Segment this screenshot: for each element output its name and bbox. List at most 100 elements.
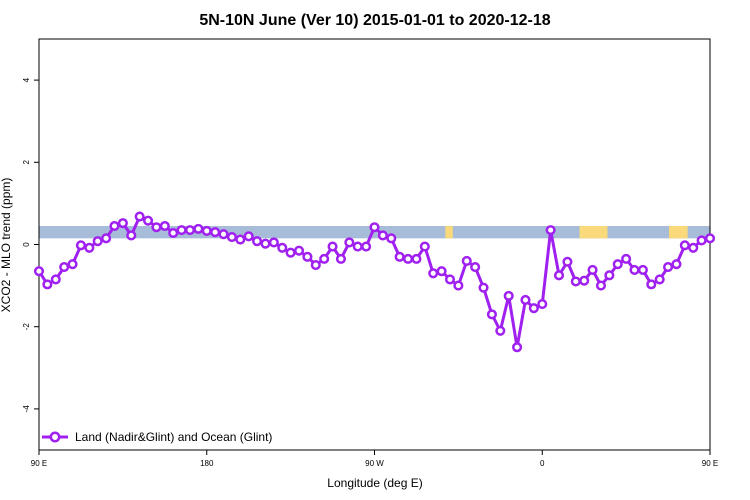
data-point	[612, 259, 623, 270]
data-point	[411, 253, 422, 264]
y-tick-label: 4	[22, 77, 31, 82]
data-point	[595, 280, 607, 291]
data-point	[663, 262, 674, 273]
data-point	[117, 218, 128, 229]
data-series	[33, 211, 716, 353]
data-point	[293, 245, 305, 256]
x-tick-label: 90 E	[702, 459, 718, 468]
data-point	[587, 264, 598, 276]
data-point	[84, 242, 95, 253]
legend: Land (Nadir&Glint) and Ocean (Glint)	[42, 430, 272, 444]
x-axis-label: Longitude (deg E)	[327, 476, 422, 490]
data-point	[243, 231, 254, 242]
x-tick-label: 90 W	[365, 459, 384, 468]
data-point	[688, 242, 699, 253]
data-point	[126, 230, 137, 241]
data-point	[637, 264, 648, 276]
data-point	[478, 282, 489, 293]
data-point	[671, 259, 682, 270]
plot-area-border	[38, 38, 711, 451]
data-point	[436, 266, 447, 277]
y-axis: -4 -2 0 2 4	[22, 77, 39, 412]
data-point	[201, 225, 212, 236]
data-point	[394, 251, 405, 262]
data-point	[520, 294, 531, 306]
x-tick-label: 90 E	[31, 459, 47, 468]
data-point	[277, 242, 288, 253]
data-point	[235, 234, 246, 245]
data-point	[101, 233, 112, 244]
y-tick-label: -2	[22, 323, 31, 331]
data-point	[42, 279, 53, 290]
data-point	[461, 255, 472, 266]
data-point	[134, 211, 145, 222]
land-patch	[445, 226, 453, 239]
data-point	[302, 251, 313, 262]
land-patch	[579, 226, 608, 239]
data-point	[92, 236, 103, 247]
data-point	[486, 309, 497, 320]
data-point	[403, 253, 414, 264]
data-point	[377, 230, 388, 241]
data-point	[361, 241, 372, 252]
data-point	[386, 233, 397, 244]
data-point	[503, 290, 514, 301]
data-point	[210, 227, 221, 238]
data-point	[218, 229, 229, 240]
data-point	[528, 303, 539, 314]
data-point	[352, 241, 363, 252]
y-axis-label: XCO2 - MLO trend (ppm)	[0, 178, 13, 313]
data-point	[193, 223, 204, 234]
data-point	[285, 247, 296, 258]
data-point	[151, 222, 162, 233]
legend-marker-swatch	[49, 431, 61, 443]
data-point	[369, 222, 380, 233]
data-point	[260, 238, 271, 249]
data-point	[50, 274, 61, 285]
data-point	[470, 262, 481, 273]
data-point	[679, 240, 690, 251]
data-point	[226, 232, 237, 243]
x-axis: 90 E 180 90 W 0 90 E	[31, 450, 718, 468]
y-tick-label: 2	[22, 160, 31, 165]
legend-series-label: Land (Nadir&Glint) and Ocean (Glint)	[75, 430, 272, 444]
data-point	[327, 241, 338, 252]
y-tick-label: 0	[22, 242, 31, 247]
data-point	[335, 253, 347, 264]
data-point	[537, 299, 548, 310]
x-tick-label: 0	[540, 459, 545, 468]
data-point	[109, 220, 120, 232]
data-point	[629, 264, 640, 276]
data-point	[142, 215, 154, 226]
data-point	[553, 270, 565, 281]
data-point	[646, 279, 657, 290]
data-point	[168, 227, 179, 239]
data-point	[252, 236, 263, 247]
data-point	[570, 276, 581, 287]
data-point	[428, 268, 439, 279]
data-point	[495, 325, 506, 336]
data-point	[604, 270, 615, 281]
data-point	[344, 237, 355, 248]
data-point	[59, 262, 70, 273]
data-point	[654, 274, 665, 285]
data-point	[579, 275, 590, 286]
data-point	[176, 225, 187, 236]
data-point	[444, 274, 456, 285]
data-point	[621, 253, 632, 264]
data-point	[67, 259, 78, 270]
chart-title: 5N-10N June (Ver 10) 2015-01-01 to 2020-…	[199, 12, 550, 29]
data-point	[75, 240, 86, 251]
data-point	[562, 256, 573, 267]
data-point	[268, 237, 279, 248]
data-point	[319, 253, 330, 264]
data-point	[184, 225, 196, 236]
data-point	[419, 241, 430, 252]
data-point	[704, 233, 716, 244]
x-tick-label: 180	[200, 459, 214, 468]
data-point	[453, 280, 464, 291]
data-point	[310, 260, 321, 271]
data-point	[696, 235, 707, 246]
data-point	[512, 342, 523, 353]
